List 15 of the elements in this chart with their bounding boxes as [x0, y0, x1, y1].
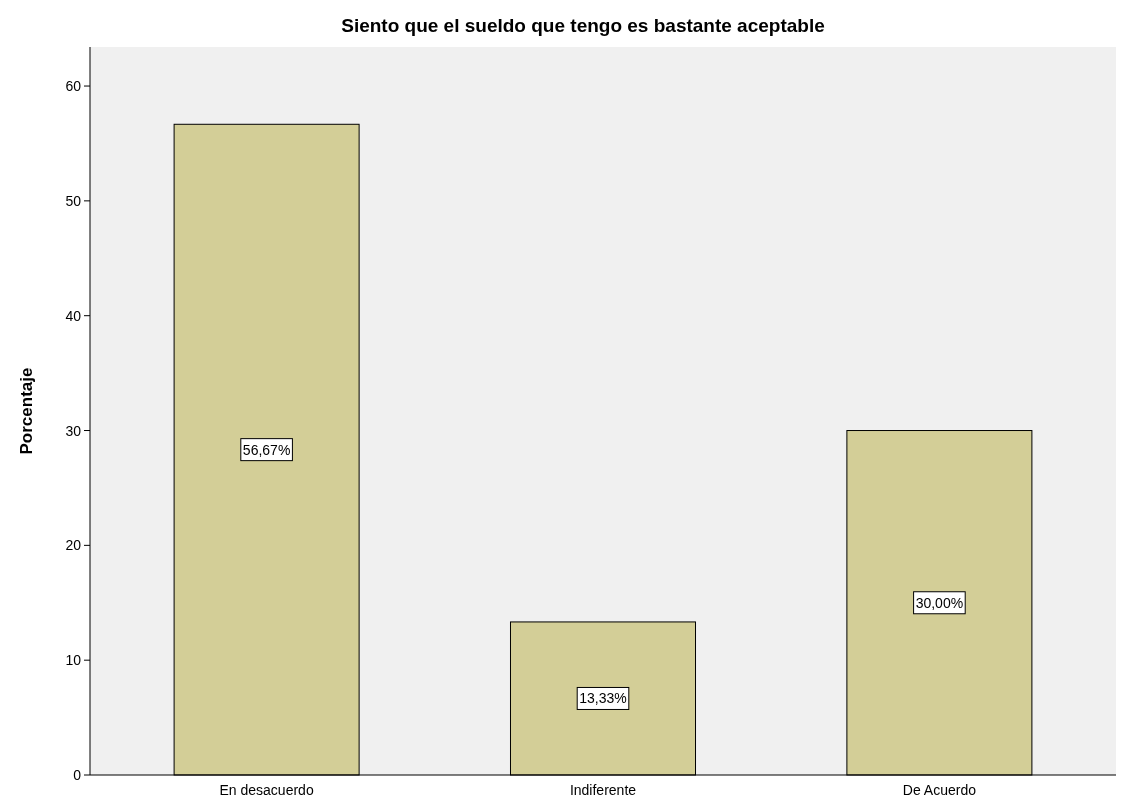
data-label: 13,33% [579, 690, 627, 707]
x-tick-label: En desacuerdo [219, 782, 314, 798]
y-tick-label: 20 [65, 537, 82, 554]
chart-title: Siento que el sueldo que tengo es bastante aceptable [341, 15, 825, 36]
x-tick-label: Indiferente [569, 782, 637, 798]
x-tick-label: De Acuerdo [902, 782, 977, 798]
y-tick-label: 40 [65, 307, 82, 324]
data-label: 56,67% [242, 441, 291, 458]
y-tick-label: 0 [73, 767, 82, 783]
y-tick-label: 50 [65, 192, 82, 209]
data-label: 30,00% [915, 594, 964, 611]
y-tick-label: 10 [65, 652, 82, 669]
y-axis-title: Porcentaje [17, 367, 36, 455]
y-tick-label: 30 [65, 422, 82, 439]
y-tick-label: 60 [65, 78, 82, 95]
